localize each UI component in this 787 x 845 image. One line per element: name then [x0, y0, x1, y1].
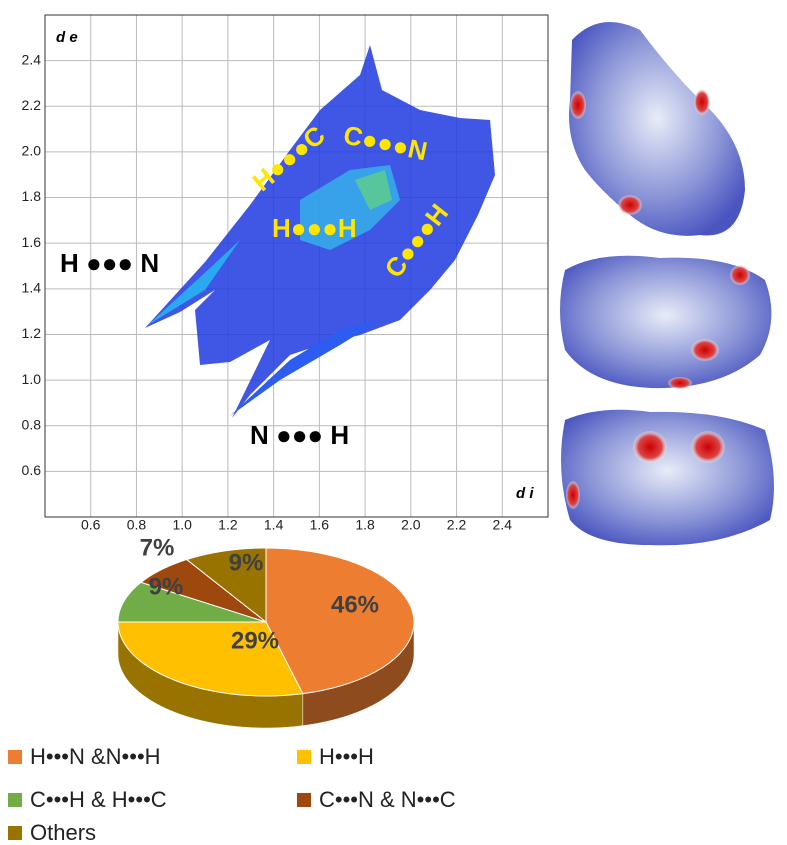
pie-label: 46% — [331, 591, 379, 618]
x-tick-label: 0.6 — [81, 517, 101, 533]
surface-images — [560, 22, 774, 545]
legend-swatch — [8, 793, 22, 807]
x-axis-label: d i — [516, 485, 534, 502]
annotation: N ●●● H — [250, 420, 349, 450]
y-tick-label: 2.2 — [22, 97, 42, 113]
x-tick-label: 2.4 — [493, 517, 513, 533]
figure: d e d i 0.6 0.8 1.0 1.2 1.4 1.6 1.8 2.0 2.2 2.4 0.… — [0, 0, 787, 845]
x-tick-label: 0.8 — [127, 517, 147, 533]
legend-label: Others — [30, 820, 96, 845]
legend-label: H•••N &N•••H — [30, 744, 161, 769]
x-tick-label: 1.6 — [310, 517, 330, 533]
x-tick-label: 1.0 — [172, 517, 192, 533]
y-axis-label: d e — [56, 29, 78, 46]
legend-label: C•••H & H•••C — [30, 787, 167, 812]
legend-swatch — [297, 793, 311, 807]
y-tick-label: 1.4 — [22, 280, 42, 296]
y-tick-label: 1.2 — [22, 325, 42, 341]
legend-label: C•••N & N•••C — [319, 787, 456, 812]
y-tick-label: 1.6 — [22, 234, 42, 250]
y-tick-label: 0.6 — [22, 462, 42, 478]
pie-label: 29% — [231, 627, 279, 654]
y-tick-label: 2.4 — [22, 51, 42, 67]
legend-swatch — [297, 750, 311, 764]
x-tick-label: 2.0 — [401, 517, 421, 533]
pie-label: 9% — [229, 549, 264, 576]
x-tick-label: 1.8 — [355, 517, 375, 533]
y-tick-label: 2.0 — [22, 143, 42, 159]
legend-swatch — [8, 750, 22, 764]
y-tick-label: 0.8 — [22, 416, 42, 432]
annotation: H ●●● N — [60, 248, 159, 278]
x-tick-label: 1.2 — [218, 517, 238, 533]
x-tick-label: 2.2 — [447, 517, 467, 533]
y-tick-label: 1.8 — [22, 188, 42, 204]
legend-swatch — [8, 826, 22, 840]
pie-label: 9% — [149, 573, 184, 600]
annotation: H●●●H — [272, 213, 357, 243]
y-tick-label: 1.0 — [22, 371, 42, 387]
pie-label: 7% — [140, 534, 175, 561]
x-tick-label: 1.4 — [264, 517, 284, 533]
legend-label: H•••H — [319, 744, 374, 769]
